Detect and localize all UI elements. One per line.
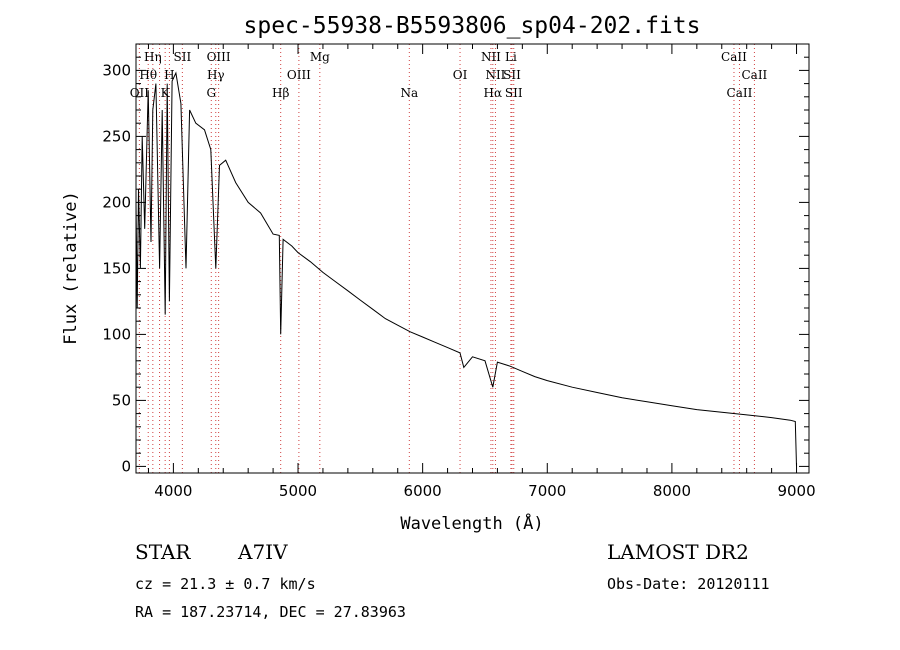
coordinates: RA = 187.23714, DEC = 27.83963 (135, 603, 406, 621)
y-tick-label: 200 (102, 193, 131, 211)
x-tick-label: 4000 (154, 482, 192, 500)
observation-date: Obs-Date: 20120111 (607, 575, 770, 593)
y-tick-label: 50 (112, 391, 131, 409)
line-annotation: OI (453, 68, 468, 82)
line-annotation: Na (400, 86, 418, 100)
y-tick-label: 300 (102, 61, 131, 79)
x-tick-label: 8000 (653, 482, 691, 500)
line-annotation: G (206, 86, 216, 100)
line-annotation: Hβ (272, 86, 289, 100)
redshift-cz: cz = 21.3 ± 0.7 km/s (135, 575, 316, 593)
line-annotation: OIII (287, 68, 311, 82)
line-annotation: Mg (310, 50, 330, 64)
line-annotation: CaII (727, 86, 753, 100)
line-annotation: Li (505, 50, 517, 64)
x-tick-label: 6000 (404, 482, 442, 500)
y-axis: 0 50 100 150 200 250 300 (102, 56, 809, 475)
survey-name: LAMOST DR2 (607, 540, 749, 564)
y-tick-label: 0 (121, 457, 131, 475)
y-tick-label: 150 (102, 259, 131, 277)
line-annotation: OII (130, 86, 150, 100)
line-annotation: Hη (144, 50, 162, 64)
line-annotation: Hθ (139, 68, 157, 82)
line-markers (138, 44, 755, 473)
line-annotation: CaII (741, 68, 767, 82)
line-annotation: SII (505, 86, 523, 100)
line-annotation: NII (481, 50, 501, 64)
spectrum-line (135, 71, 797, 467)
y-tick-label: 100 (102, 325, 131, 343)
y-axis-label: Flux (relative) (61, 191, 81, 345)
x-tick-label: 5000 (279, 482, 317, 500)
plot-frame (135, 43, 810, 474)
object-subclass: A7IV (238, 540, 288, 564)
object-class: STAR (135, 540, 191, 564)
x-axis: 4000 5000 6000 7000 8000 9000 (147, 44, 816, 500)
x-tick-label: 9000 (777, 482, 815, 500)
x-tick-label: 7000 (528, 482, 566, 500)
line-annotation: OIII (207, 50, 231, 64)
y-tick-label: 250 (102, 127, 131, 145)
x-axis-label: Wavelength (Å) (400, 512, 543, 534)
line-annotation: CaII (721, 50, 747, 64)
line-annotation: K (161, 86, 171, 100)
line-annotation: Hγ (207, 68, 225, 82)
line-annotation: Hα (484, 86, 503, 100)
line-annotation: SII (174, 50, 192, 64)
line-annotation: SII (503, 68, 521, 82)
chart-title: spec-55938-B5593806_sp04-202.fits (244, 13, 701, 39)
line-annotation: NII (485, 68, 505, 82)
line-annotation: H (164, 68, 174, 82)
